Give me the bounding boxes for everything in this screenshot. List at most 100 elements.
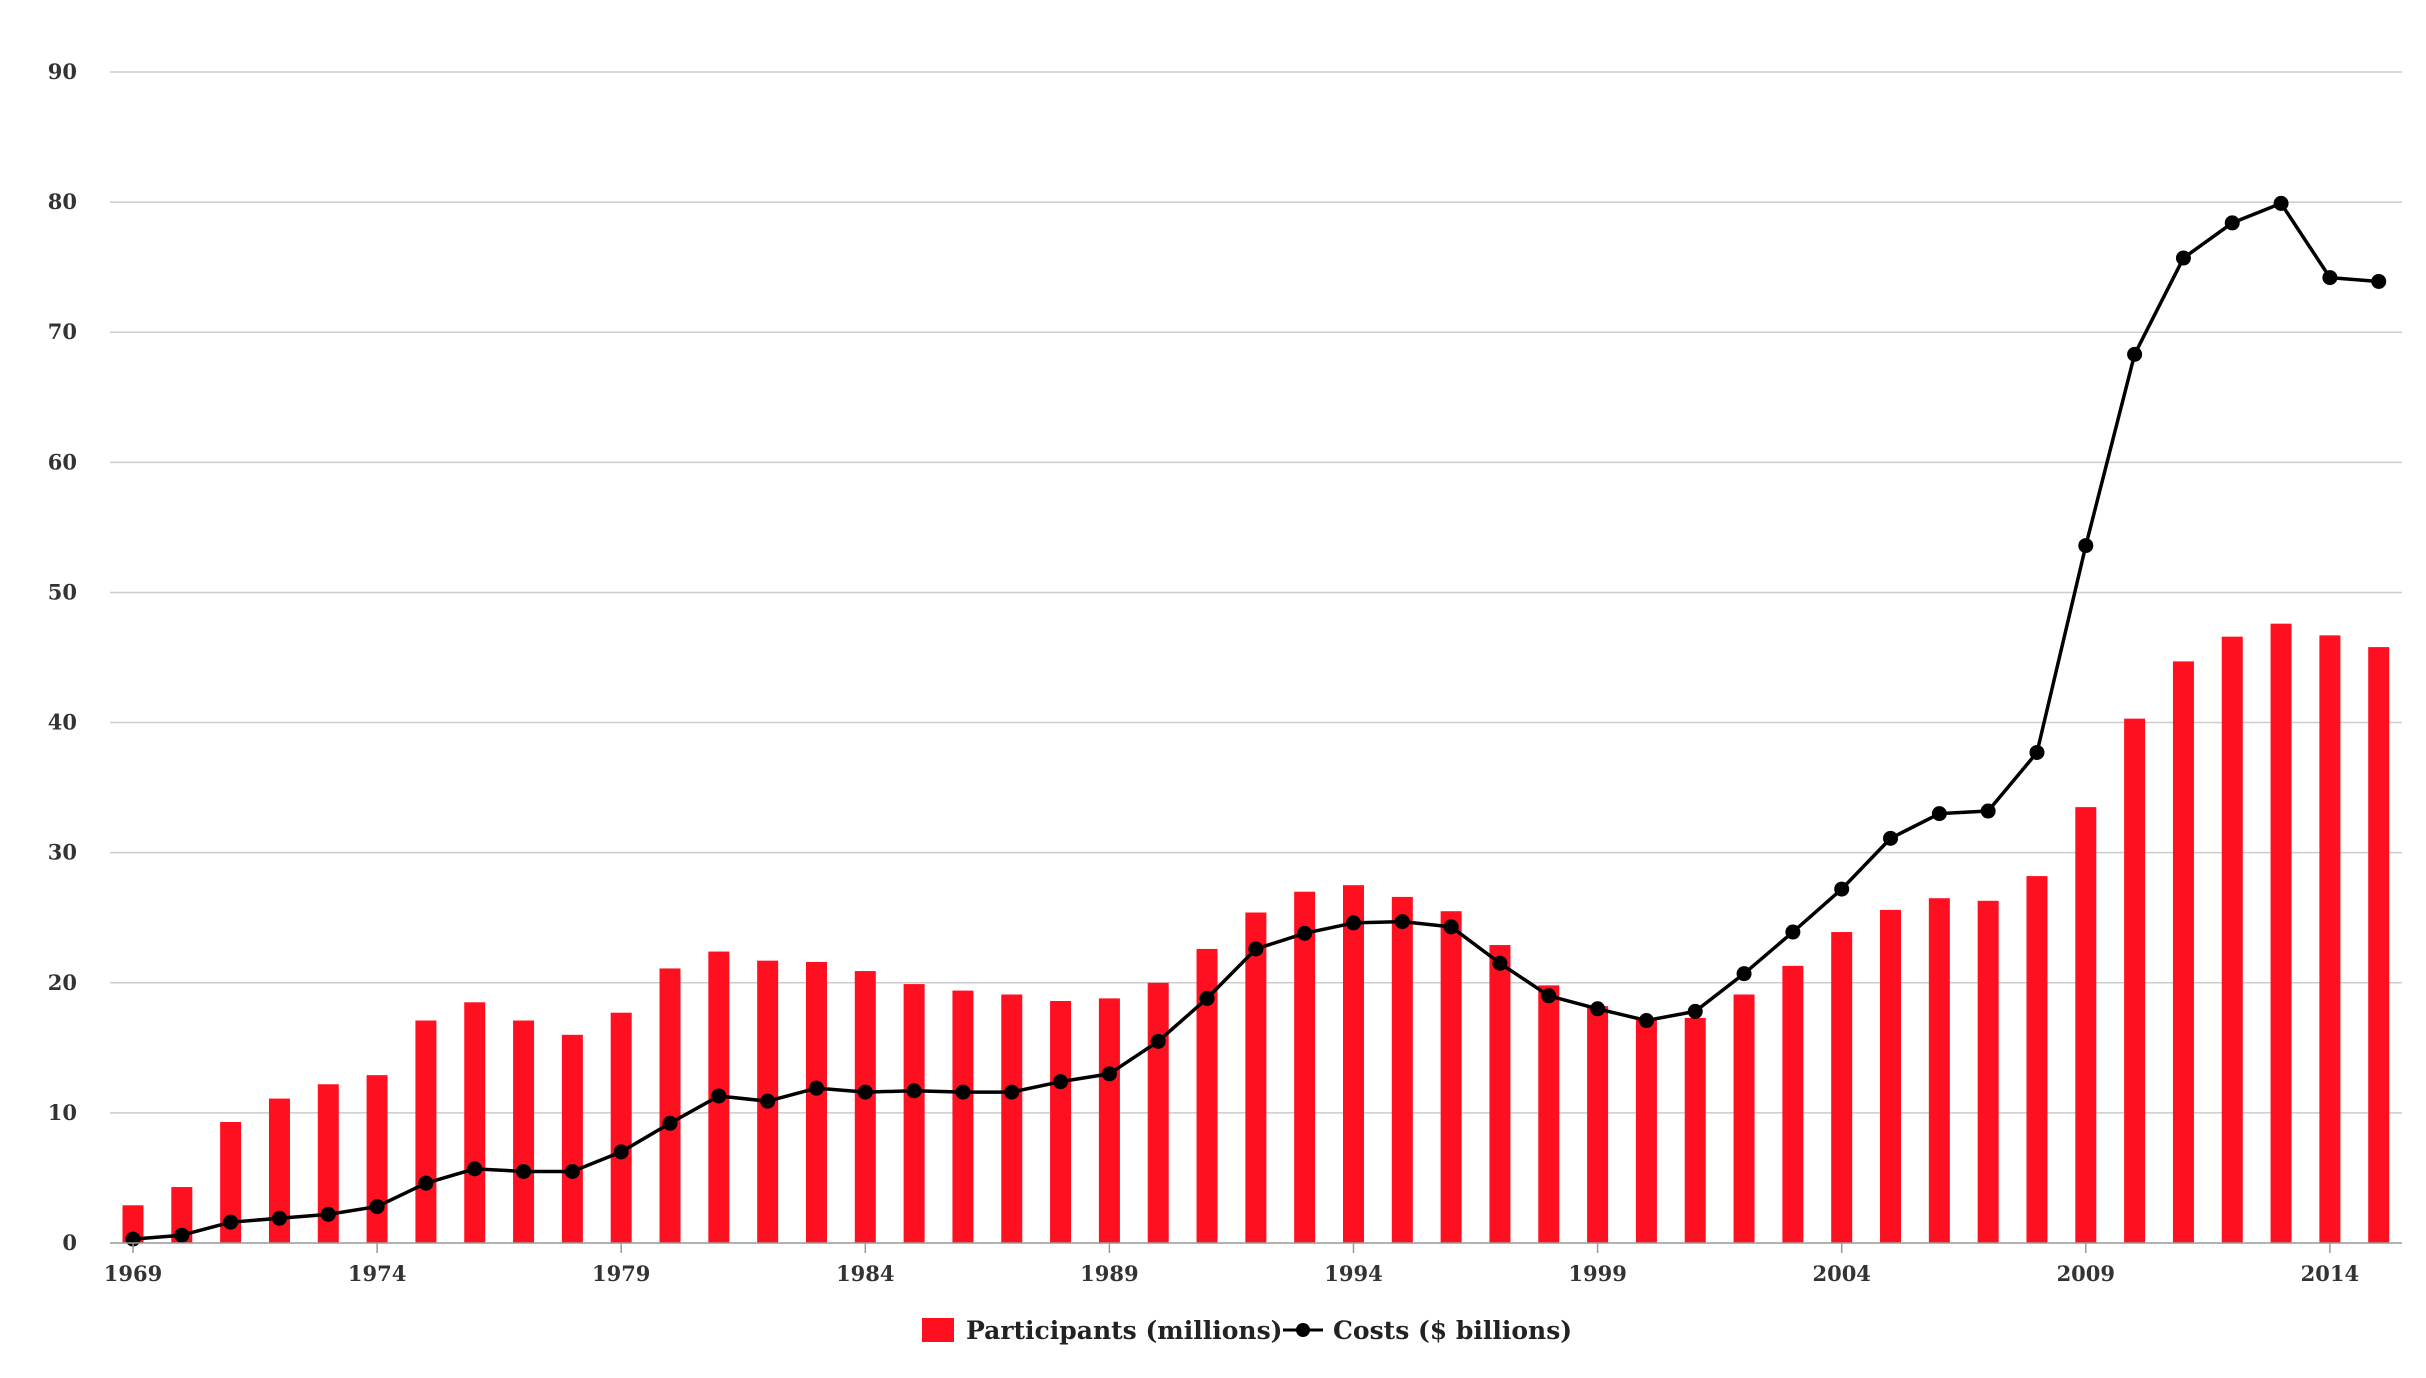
line-point bbox=[271, 1210, 287, 1226]
legend-label-costs: Costs ($ billions) bbox=[1333, 1316, 1572, 1345]
x-tick-label: 1969 bbox=[104, 1261, 162, 1286]
x-tick-label: 2009 bbox=[2057, 1261, 2115, 1286]
line-point bbox=[418, 1175, 434, 1191]
bar bbox=[1733, 994, 1755, 1243]
bar bbox=[2026, 876, 2048, 1243]
line-point bbox=[1590, 1001, 1606, 1017]
bar bbox=[903, 984, 925, 1243]
bar bbox=[1245, 912, 1267, 1243]
x-tick-label: 1989 bbox=[1080, 1261, 1138, 1286]
line-point bbox=[1736, 966, 1752, 982]
line-point bbox=[1834, 881, 1850, 897]
line-point bbox=[1053, 1074, 1069, 1090]
bar bbox=[2319, 635, 2341, 1243]
line-point bbox=[1297, 925, 1313, 941]
line-point bbox=[857, 1084, 873, 1100]
line-point bbox=[1248, 941, 1264, 957]
bar bbox=[1880, 909, 1902, 1243]
line-point bbox=[2322, 270, 2338, 286]
bar bbox=[1440, 911, 1462, 1243]
line-point bbox=[613, 1144, 629, 1160]
line-point bbox=[516, 1163, 532, 1179]
y-tick-label: 40 bbox=[48, 710, 77, 735]
bar bbox=[415, 1020, 437, 1243]
line-point bbox=[320, 1206, 336, 1222]
bar bbox=[952, 990, 974, 1243]
bar bbox=[220, 1121, 242, 1243]
line-point bbox=[2224, 215, 2240, 231]
y-tick-label: 30 bbox=[48, 840, 77, 865]
line-point bbox=[711, 1088, 727, 1104]
line-point bbox=[2127, 346, 2143, 362]
bar bbox=[805, 961, 827, 1243]
line-point bbox=[2029, 744, 2045, 760]
y-tick-label: 80 bbox=[48, 189, 77, 214]
bar bbox=[2124, 718, 2146, 1243]
line-point bbox=[1394, 914, 1410, 930]
bar bbox=[1782, 965, 1804, 1243]
line-point bbox=[564, 1163, 580, 1179]
bar bbox=[854, 971, 876, 1243]
bar bbox=[1684, 1017, 1706, 1243]
line-point bbox=[1931, 806, 1947, 822]
bar bbox=[610, 1012, 632, 1243]
bar-series-participants bbox=[122, 623, 2390, 1243]
bar bbox=[2221, 636, 2243, 1243]
line-point bbox=[2175, 250, 2191, 266]
y-tick-label: 20 bbox=[48, 970, 77, 995]
line-point bbox=[223, 1214, 239, 1230]
bar bbox=[171, 1187, 193, 1243]
gridlines bbox=[110, 71, 2402, 1114]
bar bbox=[464, 1002, 486, 1243]
bar bbox=[561, 1034, 583, 1243]
line-point bbox=[1785, 924, 1801, 940]
bar bbox=[2172, 661, 2194, 1243]
line-point bbox=[808, 1080, 824, 1096]
y-tick-label: 90 bbox=[48, 59, 77, 84]
line-point bbox=[174, 1227, 190, 1243]
line-point bbox=[1541, 988, 1557, 1004]
line-point bbox=[1638, 1013, 1654, 1029]
line-point bbox=[955, 1084, 971, 1100]
bar bbox=[1489, 945, 1511, 1243]
line-point bbox=[1199, 990, 1215, 1006]
legend-label-participants: Participants (millions) bbox=[966, 1316, 1282, 1345]
x-tick-label: 2014 bbox=[2301, 1261, 2359, 1286]
x-tick-label: 1994 bbox=[1324, 1261, 1382, 1286]
line-point bbox=[1883, 830, 1899, 846]
bar bbox=[659, 968, 681, 1243]
bar bbox=[1147, 982, 1169, 1243]
y-axis: 0 10 20 30 40 50 60 70 80 90 bbox=[48, 59, 77, 1255]
y-tick-label: 70 bbox=[48, 319, 77, 344]
line-point bbox=[467, 1161, 483, 1177]
line-point bbox=[662, 1115, 678, 1131]
line-point bbox=[2371, 273, 2387, 289]
y-tick-label: 10 bbox=[48, 1100, 77, 1125]
legend: Participants (millions) Costs ($ billion… bbox=[922, 1316, 1572, 1345]
line-point bbox=[369, 1199, 385, 1215]
bar bbox=[2368, 647, 2390, 1243]
bar bbox=[1635, 1019, 1657, 1243]
line-point bbox=[1687, 1003, 1703, 1019]
x-tick-label: 1974 bbox=[348, 1261, 406, 1286]
line-point bbox=[906, 1083, 922, 1099]
line-point bbox=[2273, 195, 2289, 211]
x-axis: 1969 1974 1979 1984 1989 1994 1999 2004 2009 2014 bbox=[104, 1242, 2402, 1286]
line-point bbox=[1101, 1066, 1117, 1082]
bar bbox=[1001, 994, 1023, 1243]
bar bbox=[366, 1075, 388, 1243]
line-series-costs bbox=[125, 195, 2387, 1247]
bar bbox=[2270, 623, 2292, 1243]
bar bbox=[1391, 896, 1413, 1243]
legend-swatch-participants bbox=[922, 1318, 954, 1342]
bar bbox=[513, 1020, 535, 1243]
x-tick-label: 1999 bbox=[1568, 1261, 1626, 1286]
x-tick-label: 2004 bbox=[1812, 1261, 1870, 1286]
bar bbox=[122, 1205, 144, 1243]
bar bbox=[268, 1098, 290, 1243]
legend-swatch-marker-costs bbox=[1296, 1323, 1310, 1337]
line-point bbox=[1150, 1033, 1166, 1049]
line-point bbox=[1346, 915, 1361, 931]
bar bbox=[1343, 885, 1364, 1243]
